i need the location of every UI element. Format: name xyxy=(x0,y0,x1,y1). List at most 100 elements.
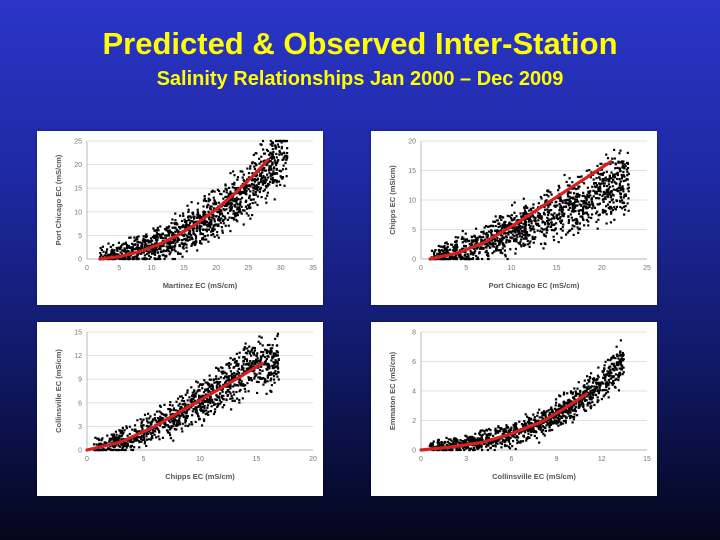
data-point xyxy=(238,203,241,206)
data-point xyxy=(561,208,564,211)
data-point xyxy=(596,389,599,392)
data-point xyxy=(598,182,601,185)
data-point xyxy=(285,158,288,161)
data-point xyxy=(456,246,459,249)
data-point xyxy=(605,392,608,395)
data-point xyxy=(615,205,619,208)
data-point xyxy=(548,209,551,212)
data-point xyxy=(196,227,199,230)
data-point xyxy=(536,414,539,417)
data-point xyxy=(242,187,246,190)
data-point xyxy=(211,383,214,387)
data-point xyxy=(440,443,443,446)
data-point xyxy=(452,441,455,445)
data-point xyxy=(524,221,528,224)
data-point xyxy=(229,370,232,373)
data-point xyxy=(141,426,144,429)
data-point xyxy=(121,426,124,429)
data-point xyxy=(141,428,144,431)
data-point xyxy=(233,357,236,360)
data-point xyxy=(212,403,216,406)
data-point xyxy=(159,235,162,238)
data-point xyxy=(522,197,525,200)
data-point xyxy=(577,200,580,203)
data-point xyxy=(517,432,521,435)
data-point xyxy=(130,448,133,452)
data-point xyxy=(248,194,251,197)
data-point xyxy=(489,243,493,246)
data-point xyxy=(239,382,243,385)
data-point xyxy=(141,257,144,260)
data-point xyxy=(566,392,569,395)
data-point xyxy=(543,242,546,245)
data-point xyxy=(539,214,542,217)
data-point xyxy=(232,385,235,388)
data-point xyxy=(564,199,568,202)
data-point xyxy=(505,241,508,244)
data-point xyxy=(563,199,566,202)
data-point xyxy=(202,220,206,223)
data-point xyxy=(574,221,578,224)
data-point xyxy=(123,448,126,452)
data-point xyxy=(217,381,220,384)
data-point xyxy=(178,243,181,247)
data-point xyxy=(452,249,456,252)
data-point xyxy=(542,414,546,417)
data-point xyxy=(589,377,592,380)
data-point xyxy=(595,177,598,180)
data-point xyxy=(133,429,136,432)
data-point xyxy=(264,178,267,181)
data-point xyxy=(531,214,535,217)
data-point xyxy=(208,385,211,389)
data-point xyxy=(517,440,520,444)
data-point xyxy=(610,177,613,180)
data-point xyxy=(551,214,555,217)
data-point xyxy=(229,363,232,366)
data-point xyxy=(233,181,236,184)
data-point xyxy=(581,218,585,221)
data-point xyxy=(515,238,518,241)
data-point xyxy=(610,212,613,215)
data-point xyxy=(174,226,177,229)
data-point xyxy=(528,226,532,229)
data-point xyxy=(235,383,239,387)
data-point xyxy=(190,398,193,401)
data-point xyxy=(280,145,284,149)
data-point xyxy=(143,244,146,247)
data-point xyxy=(165,255,168,258)
data-point xyxy=(549,408,552,411)
chart-martinez-port-chicago: 0 5 10 15 20 25 0 5 10 15 20 25 30 35 Martinez EC (mS/… xyxy=(37,131,323,305)
data-point xyxy=(244,384,247,387)
data-point xyxy=(498,239,501,242)
data-point xyxy=(209,207,212,210)
data-point xyxy=(579,215,582,218)
data-point xyxy=(217,189,221,193)
data-point xyxy=(92,443,96,446)
data-point xyxy=(199,383,202,386)
data-point xyxy=(178,402,181,405)
data-point xyxy=(151,420,154,423)
data-point xyxy=(205,220,209,224)
data-point xyxy=(212,217,215,220)
data-point xyxy=(119,434,122,437)
data-point xyxy=(554,398,558,401)
data-point xyxy=(481,247,484,250)
data-point xyxy=(463,441,466,444)
data-point xyxy=(210,190,213,193)
data-point xyxy=(171,404,174,407)
data-point xyxy=(606,358,610,361)
data-point xyxy=(134,238,137,241)
data-point xyxy=(601,180,604,183)
data-point xyxy=(563,212,566,215)
data-point xyxy=(178,414,181,417)
data-point xyxy=(600,182,603,185)
data-point xyxy=(455,438,458,441)
data-point xyxy=(617,389,621,392)
data-point xyxy=(577,381,580,384)
data-point xyxy=(255,373,258,376)
data-point xyxy=(588,203,591,207)
data-point xyxy=(555,232,559,235)
data-point xyxy=(193,393,196,397)
data-point xyxy=(190,236,193,239)
data-point xyxy=(234,198,237,201)
